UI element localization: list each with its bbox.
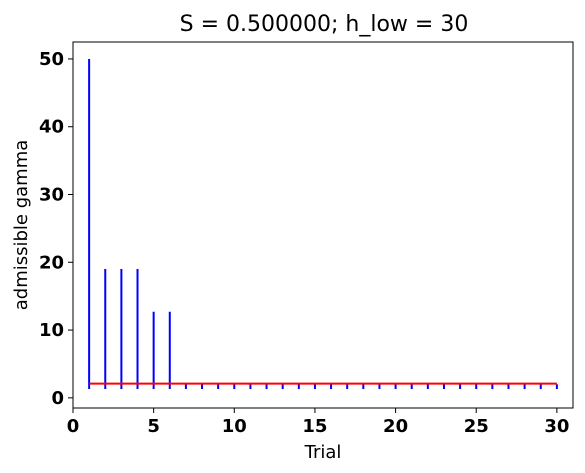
x-tick-label: 5 xyxy=(147,416,160,437)
x-axis-ticks: 0 5 10 15 20 25 30 xyxy=(67,408,569,437)
plot-frame xyxy=(72,41,574,409)
y-tick-label: 50 xyxy=(39,49,64,70)
x-tick-label: 0 xyxy=(67,416,80,437)
y-tick-label: 30 xyxy=(39,185,64,206)
x-tick-label: 10 xyxy=(222,416,247,437)
y-tick-label: 0 xyxy=(51,388,64,409)
x-tick-label: 30 xyxy=(544,416,569,437)
y-tick-label: 10 xyxy=(39,320,64,341)
x-axis-label: Trial xyxy=(304,442,342,463)
x-tick-label: 15 xyxy=(302,416,327,437)
stems-group xyxy=(88,58,558,390)
y-axis-label: admissible gamma xyxy=(11,140,32,311)
y-tick-label: 20 xyxy=(39,252,64,273)
chart-title: S = 0.500000; h_low = 30 xyxy=(180,12,469,37)
x-tick-label: 25 xyxy=(464,416,489,437)
y-axis-ticks: 0 10 20 30 40 50 xyxy=(39,49,73,409)
x-tick-label: 20 xyxy=(383,416,408,437)
y-tick-label: 40 xyxy=(39,117,64,138)
